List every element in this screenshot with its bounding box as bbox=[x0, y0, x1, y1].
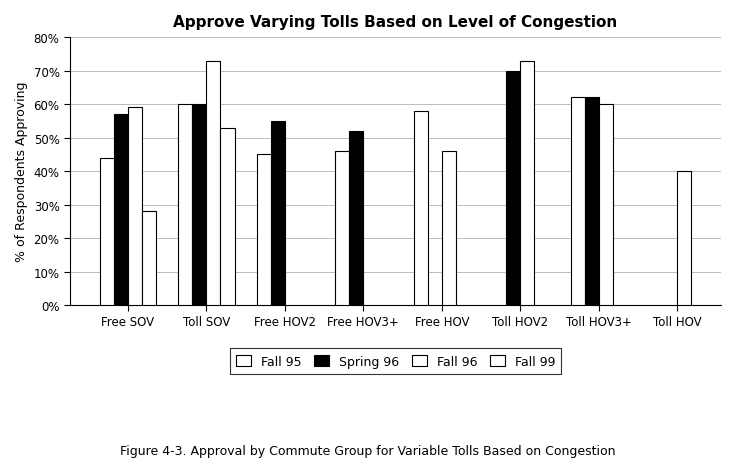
Bar bbox=[520, 62, 534, 305]
Bar bbox=[442, 151, 456, 305]
Bar bbox=[221, 128, 235, 305]
Bar bbox=[506, 72, 520, 305]
Bar bbox=[192, 105, 206, 305]
Bar bbox=[271, 122, 285, 305]
Bar bbox=[584, 98, 599, 305]
Bar bbox=[677, 172, 691, 305]
Bar bbox=[99, 158, 113, 305]
Bar bbox=[414, 112, 428, 305]
Bar bbox=[178, 105, 192, 305]
Bar bbox=[349, 132, 364, 305]
Y-axis label: % of Respondents Approving: % of Respondents Approving bbox=[15, 82, 28, 262]
Bar bbox=[128, 108, 142, 305]
Bar bbox=[257, 155, 271, 305]
Bar bbox=[599, 105, 613, 305]
Bar bbox=[570, 98, 584, 305]
Bar bbox=[206, 62, 221, 305]
Text: Figure 4-3. Approval by Commute Group for Variable Tolls Based on Congestion: Figure 4-3. Approval by Commute Group fo… bbox=[120, 444, 616, 458]
Bar bbox=[142, 212, 156, 305]
Bar bbox=[335, 151, 349, 305]
Bar bbox=[113, 115, 128, 305]
Title: Approve Varying Tolls Based on Level of Congestion: Approve Varying Tolls Based on Level of … bbox=[174, 15, 618, 30]
Legend: Fall 95, Spring 96, Fall 96, Fall 99: Fall 95, Spring 96, Fall 96, Fall 99 bbox=[230, 348, 562, 374]
